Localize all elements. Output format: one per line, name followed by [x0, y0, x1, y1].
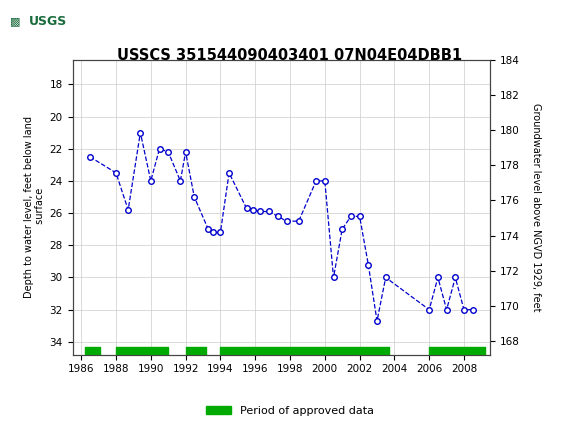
FancyBboxPatch shape [5, 4, 86, 41]
Y-axis label: Groundwater level above NGVD 1929, feet: Groundwater level above NGVD 1929, feet [531, 103, 541, 312]
Text: ▩: ▩ [10, 17, 21, 27]
Text: USGS: USGS [28, 15, 67, 28]
Text: USSCS 351544090403401 07N04E04DBB1: USSCS 351544090403401 07N04E04DBB1 [117, 48, 463, 62]
Legend: Period of approved data: Period of approved data [202, 401, 378, 420]
Y-axis label: Depth to water level, feet below land
 surface: Depth to water level, feet below land su… [24, 117, 45, 298]
